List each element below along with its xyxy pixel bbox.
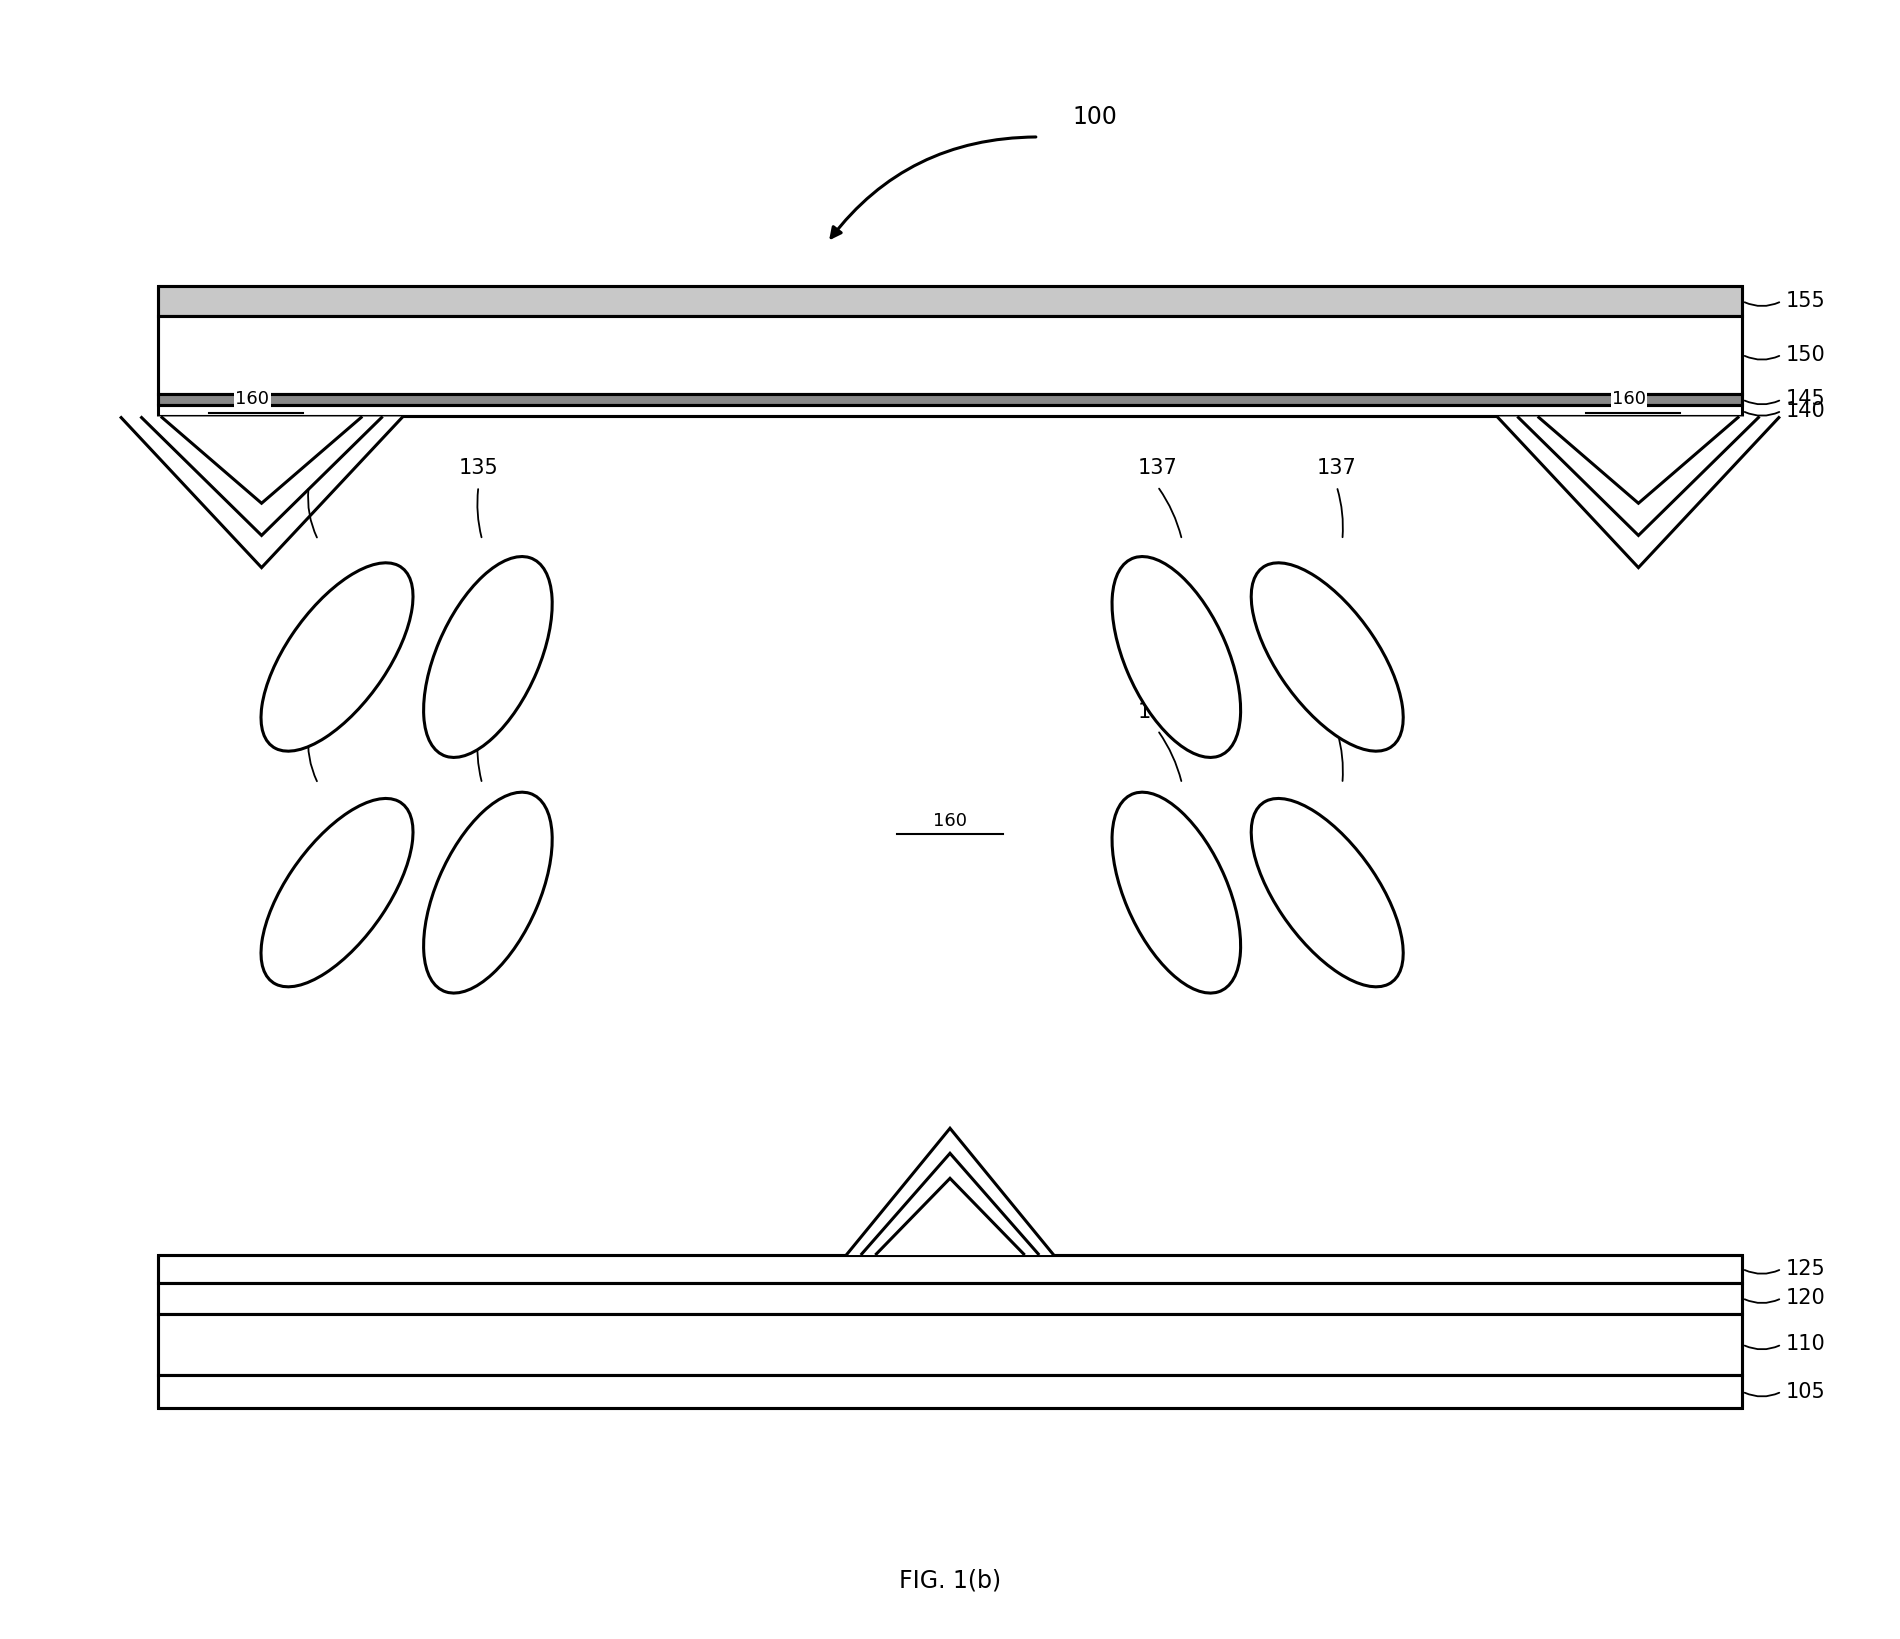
Ellipse shape	[260, 562, 412, 751]
Text: 137: 137	[1317, 459, 1357, 479]
Text: 160: 160	[236, 390, 270, 408]
Bar	[158, 1283, 1742, 1313]
Text: 105: 105	[1786, 1382, 1826, 1401]
Bar	[158, 1255, 1742, 1283]
FancyArrowPatch shape	[477, 733, 481, 782]
Text: 155: 155	[1786, 292, 1826, 311]
Text: 140: 140	[1786, 402, 1826, 421]
Ellipse shape	[1112, 557, 1241, 757]
FancyArrowPatch shape	[477, 488, 481, 538]
Text: 110: 110	[1786, 1334, 1826, 1354]
FancyArrowPatch shape	[1159, 733, 1182, 782]
Text: FIG. 1(b): FIG. 1(b)	[899, 1569, 1001, 1591]
FancyArrowPatch shape	[1744, 302, 1778, 306]
FancyArrowPatch shape	[830, 138, 1036, 238]
Text: 137: 137	[1317, 701, 1357, 723]
Polygon shape	[120, 416, 403, 567]
Ellipse shape	[1252, 562, 1404, 751]
Text: 135: 135	[458, 701, 498, 723]
Bar	[158, 1313, 1742, 1375]
Text: 100: 100	[1074, 105, 1117, 129]
Polygon shape	[1497, 416, 1780, 567]
Polygon shape	[846, 1128, 1054, 1255]
Ellipse shape	[424, 557, 553, 757]
FancyArrowPatch shape	[1744, 400, 1778, 405]
Text: 160: 160	[1611, 390, 1645, 408]
FancyArrowPatch shape	[1744, 1300, 1778, 1303]
Ellipse shape	[1252, 798, 1404, 987]
Bar	[158, 1375, 1742, 1408]
FancyArrowPatch shape	[1338, 733, 1343, 780]
Text: 145: 145	[1786, 390, 1826, 410]
FancyArrowPatch shape	[1159, 488, 1182, 538]
Text: 135: 135	[289, 459, 329, 479]
Text: 135: 135	[458, 459, 498, 479]
Text: 135: 135	[289, 701, 329, 723]
Ellipse shape	[1112, 792, 1241, 993]
Bar	[158, 393, 1742, 405]
FancyArrowPatch shape	[308, 488, 317, 538]
FancyArrowPatch shape	[1744, 1346, 1778, 1349]
Text: 137: 137	[1138, 701, 1178, 723]
FancyArrowPatch shape	[1744, 411, 1778, 416]
FancyArrowPatch shape	[1338, 488, 1343, 538]
Bar	[158, 405, 1742, 416]
FancyArrowPatch shape	[1744, 1393, 1778, 1396]
Text: 120: 120	[1786, 1288, 1826, 1308]
Bar	[158, 316, 1742, 393]
Ellipse shape	[260, 798, 412, 987]
FancyArrowPatch shape	[1744, 356, 1778, 359]
Bar	[158, 287, 1742, 316]
FancyArrowPatch shape	[308, 733, 317, 782]
Text: 137: 137	[1138, 459, 1178, 479]
Text: 160: 160	[933, 811, 967, 829]
Text: 150: 150	[1786, 344, 1826, 365]
Text: 125: 125	[1786, 1259, 1826, 1278]
Ellipse shape	[424, 792, 553, 993]
FancyArrowPatch shape	[1744, 1270, 1778, 1274]
